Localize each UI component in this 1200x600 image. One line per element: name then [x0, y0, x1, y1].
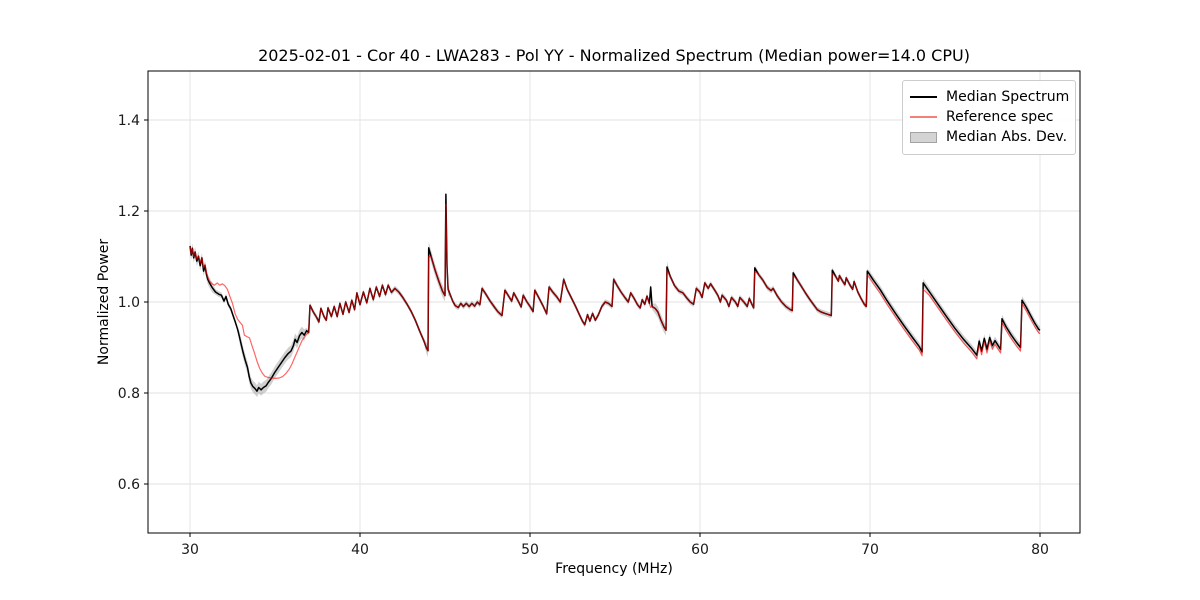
- legend: Median Spectrum Reference spec Median Ab…: [902, 80, 1076, 155]
- legend-entry-median: Median Spectrum: [910, 87, 1069, 107]
- svg-text:0.8: 0.8: [118, 386, 140, 402]
- x-axis-label: Frequency (MHz): [555, 561, 673, 577]
- mad-patch-swatch: [910, 131, 937, 143]
- legend-entry-reference: Reference spec: [910, 107, 1065, 127]
- reference-line-swatch: [910, 116, 937, 118]
- svg-text:1.4: 1.4: [118, 113, 140, 129]
- svg-text:80: 80: [1031, 542, 1049, 558]
- legend-entry-mad: Median Abs. Dev.: [910, 127, 1068, 147]
- legend-label-median: Median Spectrum: [946, 89, 1070, 105]
- plot-title: 2025-02-01 - Cor 40 - LWA283 - Pol YY - …: [258, 46, 970, 65]
- y-axis-label: Normalized Power: [96, 238, 112, 366]
- svg-text:40: 40: [351, 542, 369, 558]
- svg-text:30: 30: [181, 542, 199, 558]
- svg-text:50: 50: [521, 542, 539, 558]
- legend-label-mad: Median Abs. Dev.: [946, 129, 1068, 145]
- legend-label-reference: Reference spec: [946, 109, 1054, 125]
- svg-text:1.0: 1.0: [118, 295, 140, 311]
- svg-text:70: 70: [861, 542, 879, 558]
- median-line-swatch: [910, 96, 937, 98]
- svg-text:1.2: 1.2: [118, 204, 140, 220]
- svg-text:0.6: 0.6: [118, 477, 140, 493]
- svg-text:60: 60: [691, 542, 709, 558]
